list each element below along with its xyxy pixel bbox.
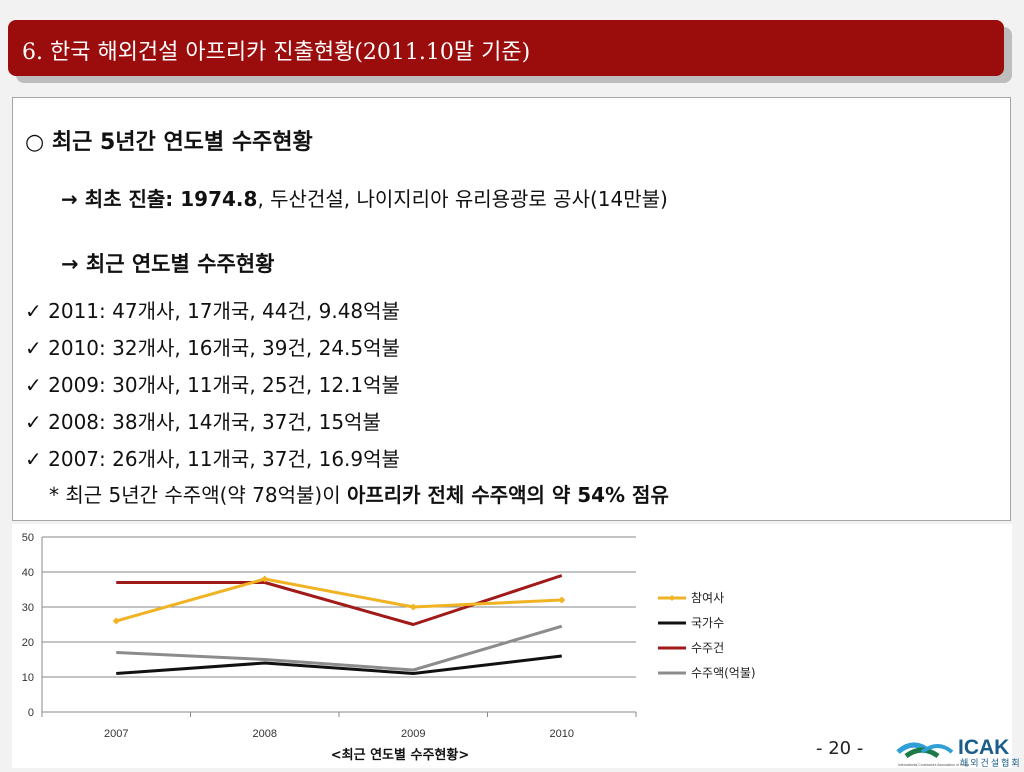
list-item: ✓ 2010: 32개사, 16개국, 39건, 24.5억불 (25, 332, 400, 361)
check-icon: ✓ (25, 410, 42, 434)
line-chart: 0 10 20 30 40 50 2007 2008 2009 2010 참여사국가수수주건수주액(… (12, 524, 1012, 768)
x-tick-label: 2007 (104, 728, 128, 740)
check-icon: ✓ (25, 447, 42, 471)
summary-note-plain: * 최근 5년간 수주액(약 78억불)이 (49, 483, 347, 507)
legend-label: 수주건 (691, 641, 724, 655)
y-tick-label: 10 (22, 672, 34, 684)
list-item-text: 2011: 47개사, 17개국, 44건, 9.48억불 (48, 299, 400, 323)
list-item: ✓ 2011: 47개사, 17개국, 44건, 9.48억불 (25, 295, 400, 324)
x-tick-label: 2009 (401, 728, 425, 740)
logo-subtitle-en: International Contractors Association of… (898, 763, 969, 767)
list-item: ✓ 2008: 38개사, 14개국, 37건, 15억불 (25, 406, 381, 435)
check-icon: ✓ (25, 299, 42, 323)
list-item-text: 2010: 32개사, 16개국, 39건, 24.5억불 (48, 336, 400, 360)
summary-note-bold: 아프리카 전체 수주액의 약 54% 점유 (347, 483, 669, 507)
first-entry-prefix: → 최초 진출: 1974.8 (61, 187, 257, 211)
chart-caption: <최근 연도별 수주현황> (331, 747, 469, 763)
list-item: ✓ 2007: 26개사, 11개국, 37건, 16.9억불 (25, 443, 400, 472)
legend-label: 참여사 (691, 591, 724, 605)
logo-subtitle-kr: 해외건설협회 (960, 757, 1022, 768)
first-entry-rest: , 두산건설, 나이지리아 유리용광로 공사(14만불) (257, 187, 667, 211)
check-icon: ✓ (25, 373, 42, 397)
legend-marker (669, 595, 675, 601)
legend-label: 수주액(억불) (691, 666, 756, 680)
list-item-text: 2009: 30개사, 11개국, 25건, 12.1억불 (48, 373, 400, 397)
check-icon: ✓ (25, 336, 42, 360)
logo-wave-blue2-icon (922, 746, 952, 752)
sub-heading: → 최근 연도별 수주현황 (61, 248, 274, 278)
data-point (113, 618, 120, 625)
list-item-text: 2008: 38개사, 14개국, 37건, 15억불 (48, 410, 381, 434)
summary-note: * 최근 5년간 수주액(약 78억불)이 아프리카 전체 수주액의 약 54%… (49, 479, 669, 508)
y-tick-label: 20 (22, 637, 34, 649)
y-tick-label: 40 (22, 567, 34, 579)
x-tick-label: 2008 (253, 728, 277, 740)
list-item: ✓ 2009: 30개사, 11개국, 25건, 12.1억불 (25, 369, 400, 398)
y-tick-label: 50 (22, 532, 34, 544)
slide-title: 6. 한국 해외건설 아프리카 진출현황(2011.10말 기준) (22, 34, 530, 66)
section-heading: ○ 최근 5년간 연도별 수주현황 (25, 124, 313, 156)
data-point (558, 597, 565, 604)
data-point (410, 604, 417, 611)
x-tick-label: 2010 (550, 728, 574, 740)
icak-logo: ICAK International Contractors Associati… (896, 734, 1022, 768)
series-line (116, 576, 562, 625)
first-entry-line: → 최초 진출: 1974.8, 두산건설, 나이지리아 유리용광로 공사(14… (61, 183, 668, 212)
content-box: ○ 최근 5년간 연도별 수주현황 → 최초 진출: 1974.8, 두산건설,… (12, 97, 1011, 521)
list-item-text: 2007: 26개사, 11개국, 37건, 16.9억불 (48, 447, 400, 471)
page-number: - 20 - (816, 738, 863, 759)
series-line (116, 579, 562, 621)
y-tick-label: 0 (28, 707, 34, 719)
legend-label: 국가수 (691, 616, 724, 630)
y-tick-label: 30 (22, 602, 34, 614)
logo-text: ICAK (958, 736, 1009, 759)
